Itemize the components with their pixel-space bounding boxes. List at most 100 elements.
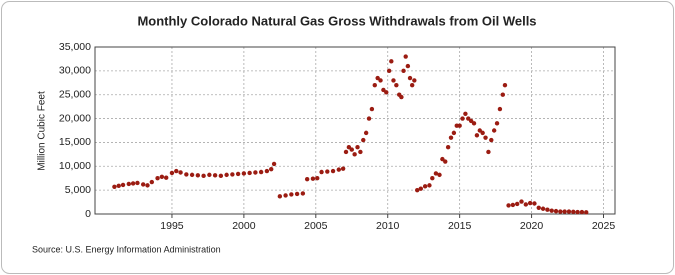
- point: [304, 176, 310, 182]
- point: [399, 94, 404, 100]
- point: [349, 147, 354, 152]
- point: [241, 171, 247, 176]
- point: [549, 208, 554, 213]
- point: [553, 208, 559, 214]
- point: [510, 202, 516, 208]
- point: [201, 173, 206, 179]
- point: [409, 82, 415, 88]
- point: [401, 68, 406, 74]
- point: [445, 145, 451, 150]
- point: [437, 172, 442, 178]
- y-tick-label: 35,000: [59, 41, 91, 53]
- point: [407, 75, 413, 81]
- point: [566, 209, 572, 214]
- point: [384, 90, 389, 95]
- y-axis-label: Million Cubic Feet: [37, 91, 48, 171]
- point: [289, 192, 294, 197]
- point: [389, 59, 394, 64]
- point: [502, 82, 508, 88]
- y-tick-label: 25,000: [59, 88, 91, 100]
- point: [491, 128, 497, 133]
- point: [527, 200, 533, 206]
- point: [403, 54, 408, 59]
- x-tick-label: 2020: [520, 220, 544, 232]
- y-tick-label: 5,000: [65, 184, 91, 196]
- point: [330, 168, 336, 174]
- point: [430, 176, 435, 181]
- point: [224, 172, 229, 178]
- x-tick-label: 2015: [448, 220, 472, 232]
- point: [130, 181, 136, 186]
- point: [418, 186, 424, 191]
- point: [363, 130, 369, 136]
- point: [277, 194, 283, 199]
- point: [155, 176, 160, 181]
- x-tick-label: 2010: [376, 220, 400, 232]
- point: [457, 123, 462, 128]
- point: [300, 191, 306, 196]
- point: [422, 184, 428, 189]
- x-tick-label: 2000: [232, 220, 256, 232]
- point: [283, 193, 288, 198]
- point: [483, 135, 488, 140]
- point: [540, 206, 546, 211]
- point: [443, 159, 448, 164]
- point: [366, 116, 372, 121]
- point: [361, 137, 366, 143]
- point: [135, 180, 140, 186]
- y-tick-label: 0: [85, 208, 91, 220]
- point: [497, 106, 503, 112]
- y-tick-label: 20,000: [59, 112, 91, 124]
- point: [494, 121, 500, 126]
- point: [207, 172, 212, 178]
- point: [355, 145, 360, 150]
- point: [448, 135, 454, 140]
- point: [325, 169, 330, 174]
- point: [427, 183, 432, 188]
- point: [562, 209, 567, 214]
- point: [519, 199, 524, 204]
- point: [264, 168, 270, 174]
- point: [149, 179, 155, 185]
- point: [235, 171, 241, 177]
- point: [391, 78, 396, 83]
- point: [174, 168, 179, 174]
- point: [189, 172, 195, 178]
- point: [460, 116, 465, 121]
- point: [506, 203, 511, 208]
- point: [120, 182, 126, 188]
- chart-title: Monthly Colorado Natural Gas Gross Withd…: [137, 13, 536, 28]
- point: [575, 209, 580, 215]
- y-tick-label: 10,000: [59, 160, 91, 172]
- point: [474, 133, 480, 138]
- point: [116, 183, 121, 189]
- point: [336, 167, 342, 172]
- point: [212, 173, 218, 178]
- point: [258, 169, 264, 175]
- point: [405, 63, 411, 69]
- point: [343, 149, 349, 155]
- point: [159, 174, 165, 179]
- point: [230, 172, 235, 177]
- point: [269, 166, 274, 172]
- point: [319, 169, 324, 175]
- point: [112, 184, 117, 190]
- point: [378, 78, 383, 83]
- point: [372, 82, 377, 88]
- point: [145, 183, 150, 188]
- point: [358, 149, 363, 155]
- point: [412, 78, 417, 83]
- point: [415, 187, 420, 193]
- point: [532, 201, 537, 206]
- point: [340, 166, 346, 171]
- point: [169, 170, 175, 176]
- point: [545, 207, 550, 212]
- point: [536, 205, 541, 210]
- point: [394, 82, 399, 88]
- point: [315, 176, 320, 181]
- point: [253, 170, 258, 175]
- point: [471, 121, 477, 126]
- point: [514, 201, 520, 207]
- x-tick-label: 1995: [160, 220, 184, 232]
